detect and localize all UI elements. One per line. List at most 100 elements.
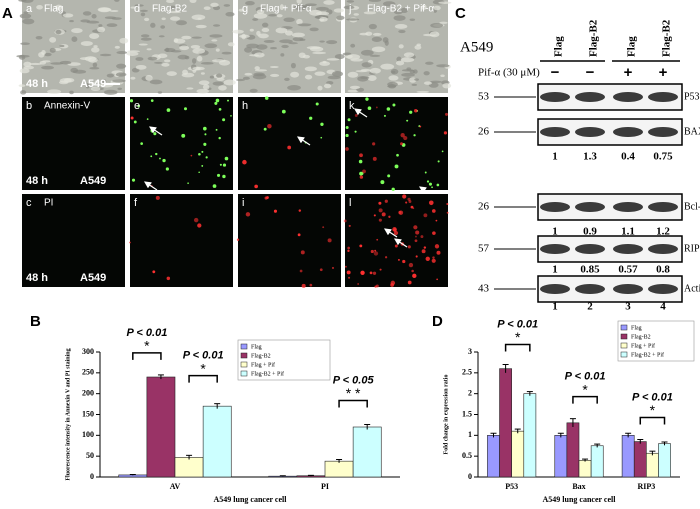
cell xyxy=(346,18,360,21)
cell xyxy=(192,66,205,71)
blot-band xyxy=(613,202,643,212)
cell xyxy=(209,34,223,38)
micrograph-label: Flag + Pif-α xyxy=(260,4,312,15)
cell xyxy=(196,55,203,62)
green-spot xyxy=(205,156,208,159)
cell xyxy=(283,17,295,23)
micrograph-letter: l xyxy=(349,197,351,209)
treatment-mark: − xyxy=(586,64,595,81)
cell xyxy=(400,7,408,13)
blot-band xyxy=(648,127,678,137)
cell xyxy=(323,83,332,89)
green-spot xyxy=(218,107,222,111)
cell xyxy=(191,14,206,21)
cell xyxy=(252,18,259,21)
cell xyxy=(92,62,98,68)
cell xyxy=(347,89,359,93)
micrograph: l xyxy=(343,194,449,288)
cell xyxy=(209,75,215,79)
micrograph-cell: A549 xyxy=(80,78,106,90)
cell xyxy=(398,29,406,34)
red-spot xyxy=(373,251,379,256)
bar xyxy=(590,445,604,478)
cell xyxy=(147,56,158,61)
cell xyxy=(304,74,313,80)
y-tick-label: 2 xyxy=(468,388,472,397)
cell xyxy=(90,82,97,85)
green-spot xyxy=(320,136,323,139)
cell xyxy=(35,35,43,40)
green-spot xyxy=(218,136,221,140)
cell xyxy=(200,72,205,75)
lane-label: Flag-B2 xyxy=(661,19,673,57)
cell xyxy=(59,78,72,84)
red-spot xyxy=(357,283,359,285)
cell xyxy=(89,67,100,70)
green-spot xyxy=(131,178,136,182)
molecular-weight: 53 xyxy=(478,91,490,103)
red-spot xyxy=(347,249,350,253)
red-spot xyxy=(381,212,386,217)
cell xyxy=(85,82,90,89)
red-spot xyxy=(374,249,377,252)
green-spot xyxy=(441,150,444,153)
cell xyxy=(433,5,441,11)
cell xyxy=(297,23,312,27)
p-value: P < 0.01 xyxy=(126,327,167,339)
cell xyxy=(249,28,254,32)
cell xyxy=(315,6,329,11)
green-spot xyxy=(383,114,386,117)
cell xyxy=(218,59,231,66)
red-spot xyxy=(378,208,383,213)
cell xyxy=(166,71,177,76)
red-spot xyxy=(370,249,374,254)
protein-label: RIP3 xyxy=(684,243,700,254)
red-spot xyxy=(155,195,160,200)
cell xyxy=(382,1,396,7)
green-spot xyxy=(426,180,430,183)
cell xyxy=(254,52,265,58)
red-spot xyxy=(421,249,426,254)
cell xyxy=(312,51,327,55)
cell xyxy=(20,42,30,45)
cell xyxy=(150,22,156,28)
cell xyxy=(114,45,120,49)
cell xyxy=(212,81,224,86)
cell xyxy=(236,78,245,82)
cell xyxy=(326,40,338,45)
cell xyxy=(314,71,326,76)
legend-box xyxy=(617,320,695,362)
cell xyxy=(261,22,269,28)
cell xyxy=(284,30,293,36)
green-spot xyxy=(358,159,363,164)
cell xyxy=(425,61,434,65)
red-spot xyxy=(398,258,400,261)
red-spot xyxy=(414,108,418,113)
green-spot xyxy=(413,134,416,137)
x-tick-label: RIP3 xyxy=(637,482,655,491)
cell xyxy=(116,63,127,69)
cell xyxy=(144,17,150,22)
lane-number: 2 xyxy=(587,301,593,313)
green-spot xyxy=(129,99,134,103)
legend-swatch xyxy=(240,361,248,368)
green-spot xyxy=(140,142,143,145)
cell xyxy=(436,64,450,68)
red-spot xyxy=(415,230,420,235)
cell xyxy=(393,15,406,21)
micrograph: h xyxy=(238,96,341,190)
cell xyxy=(38,51,45,58)
cell xyxy=(82,11,92,16)
cell xyxy=(305,3,317,7)
y-tick-label: 3 xyxy=(468,347,472,356)
cell xyxy=(99,53,112,57)
significance-star: * xyxy=(650,402,656,418)
band-ratio: 0.9 xyxy=(583,226,597,238)
band-ratio: 0.85 xyxy=(580,264,600,276)
green-spot xyxy=(222,118,226,122)
cell xyxy=(350,43,356,48)
cell xyxy=(409,77,417,83)
cell xyxy=(245,1,255,6)
green-spot xyxy=(309,116,313,120)
cell xyxy=(71,36,78,43)
